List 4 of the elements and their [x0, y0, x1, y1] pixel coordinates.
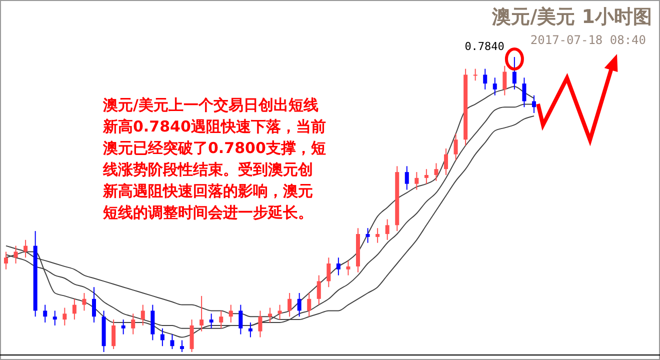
annotation: 澳元/美元上一个交易日创出短线新高0.7840遇阻快速下落，当前澳元已经突破了0.7800支撑，短线涨势阶段性结束。受到澳元创新高遇阻快速回落的影响，澳元短线的调整时间会进一步延长。 [102, 96, 326, 222]
text: 0.7840 [464, 40, 504, 53]
chart-title: 澳元/美元 1小时图 [491, 6, 652, 28]
text: 2017-07-18 08:40 [530, 33, 646, 47]
